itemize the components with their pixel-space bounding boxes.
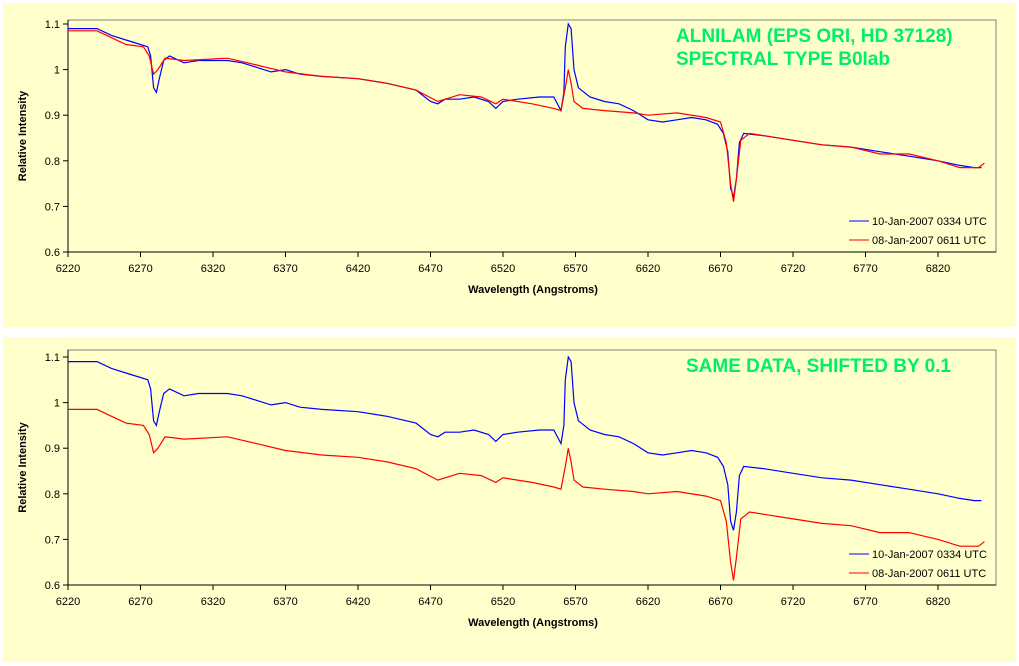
x-tick-label: 6270 bbox=[128, 596, 152, 608]
x-axis-label: Wavelength (Angstroms) bbox=[468, 617, 598, 629]
x-tick-label: 6320 bbox=[201, 596, 225, 608]
x-tick-label: 6220 bbox=[56, 263, 80, 275]
x-tick-label: 6320 bbox=[201, 263, 225, 275]
x-tick-label: 6670 bbox=[708, 596, 732, 608]
x-tick-label: 6720 bbox=[781, 596, 805, 608]
x-tick-label: 6520 bbox=[491, 596, 515, 608]
chart-panel-2: 6220 6270 6320 6370 6420 6470 6520 6570 6620 6670… bbox=[3, 337, 1016, 662]
y-tick-label: 0.6 bbox=[45, 247, 60, 259]
series-line-2 bbox=[68, 30, 985, 202]
chart-background bbox=[3, 337, 1016, 662]
y-tick-label: 0.9 bbox=[45, 110, 60, 122]
y-tick-label: 1.1 bbox=[45, 352, 60, 364]
x-tick-label: 6720 bbox=[781, 263, 805, 275]
chart-title-line: ALNILAM (EPS ORI, HD 37128) bbox=[676, 26, 953, 47]
x-tick-label: 6670 bbox=[708, 263, 732, 275]
x-tick-label: 6420 bbox=[346, 263, 370, 275]
y-tick-label: 0.7 bbox=[45, 534, 60, 546]
x-tick-label: 6470 bbox=[418, 263, 442, 275]
x-tick-label: 6270 bbox=[128, 263, 152, 275]
legend-label: 08-Jan-2007 0611 UTC bbox=[872, 235, 986, 247]
x-tick-label: 6820 bbox=[926, 596, 950, 608]
legend-label: 10-Jan-2007 0334 UTC bbox=[872, 216, 987, 228]
x-tick-label: 6370 bbox=[273, 263, 297, 275]
x-tick-label: 6620 bbox=[636, 596, 660, 608]
y-tick-label: 1 bbox=[54, 65, 60, 77]
x-tick-label: 6770 bbox=[853, 263, 877, 275]
y-tick-label: 0.8 bbox=[45, 489, 60, 501]
y-tick-label: 1 bbox=[54, 398, 60, 410]
chart-title-line: SAME DATA, SHIFTED BY 0.1 bbox=[686, 356, 951, 377]
x-tick-label: 6420 bbox=[346, 596, 370, 608]
x-axis-label: Wavelength (Angstroms) bbox=[468, 284, 598, 296]
y-axis-label: Relative Intensity bbox=[17, 421, 29, 512]
series-line-2 bbox=[68, 408, 985, 581]
y-axis-label: Relative Intensity bbox=[17, 90, 29, 181]
x-tick-label: 6370 bbox=[273, 596, 297, 608]
y-tick-label: 0.6 bbox=[45, 580, 60, 592]
series-line-1 bbox=[68, 355, 982, 531]
y-tick-label: 0.9 bbox=[45, 443, 60, 455]
x-tick-label: 6620 bbox=[636, 263, 660, 275]
x-tick-label: 6470 bbox=[418, 596, 442, 608]
x-tick-label: 6220 bbox=[56, 596, 80, 608]
y-tick-label: 1.1 bbox=[45, 19, 60, 31]
legend-label: 10-Jan-2007 0334 UTC bbox=[872, 549, 987, 561]
chart-title-line: SPECTRAL TYPE B0Iab bbox=[676, 49, 890, 70]
x-tick-label: 6770 bbox=[853, 596, 877, 608]
x-tick-label: 6820 bbox=[926, 263, 950, 275]
chart-panel-1: 6220 6270 6320 6370 6420 6470 6520 6570 6620 6670… bbox=[3, 3, 1016, 327]
x-tick-label: 6570 bbox=[563, 596, 587, 608]
x-tick-label: 6570 bbox=[563, 263, 587, 275]
x-tick-label: 6520 bbox=[491, 263, 515, 275]
legend-label: 08-Jan-2007 0611 UTC bbox=[872, 568, 986, 580]
y-tick-label: 0.7 bbox=[45, 201, 60, 213]
y-tick-label: 0.8 bbox=[45, 156, 60, 168]
